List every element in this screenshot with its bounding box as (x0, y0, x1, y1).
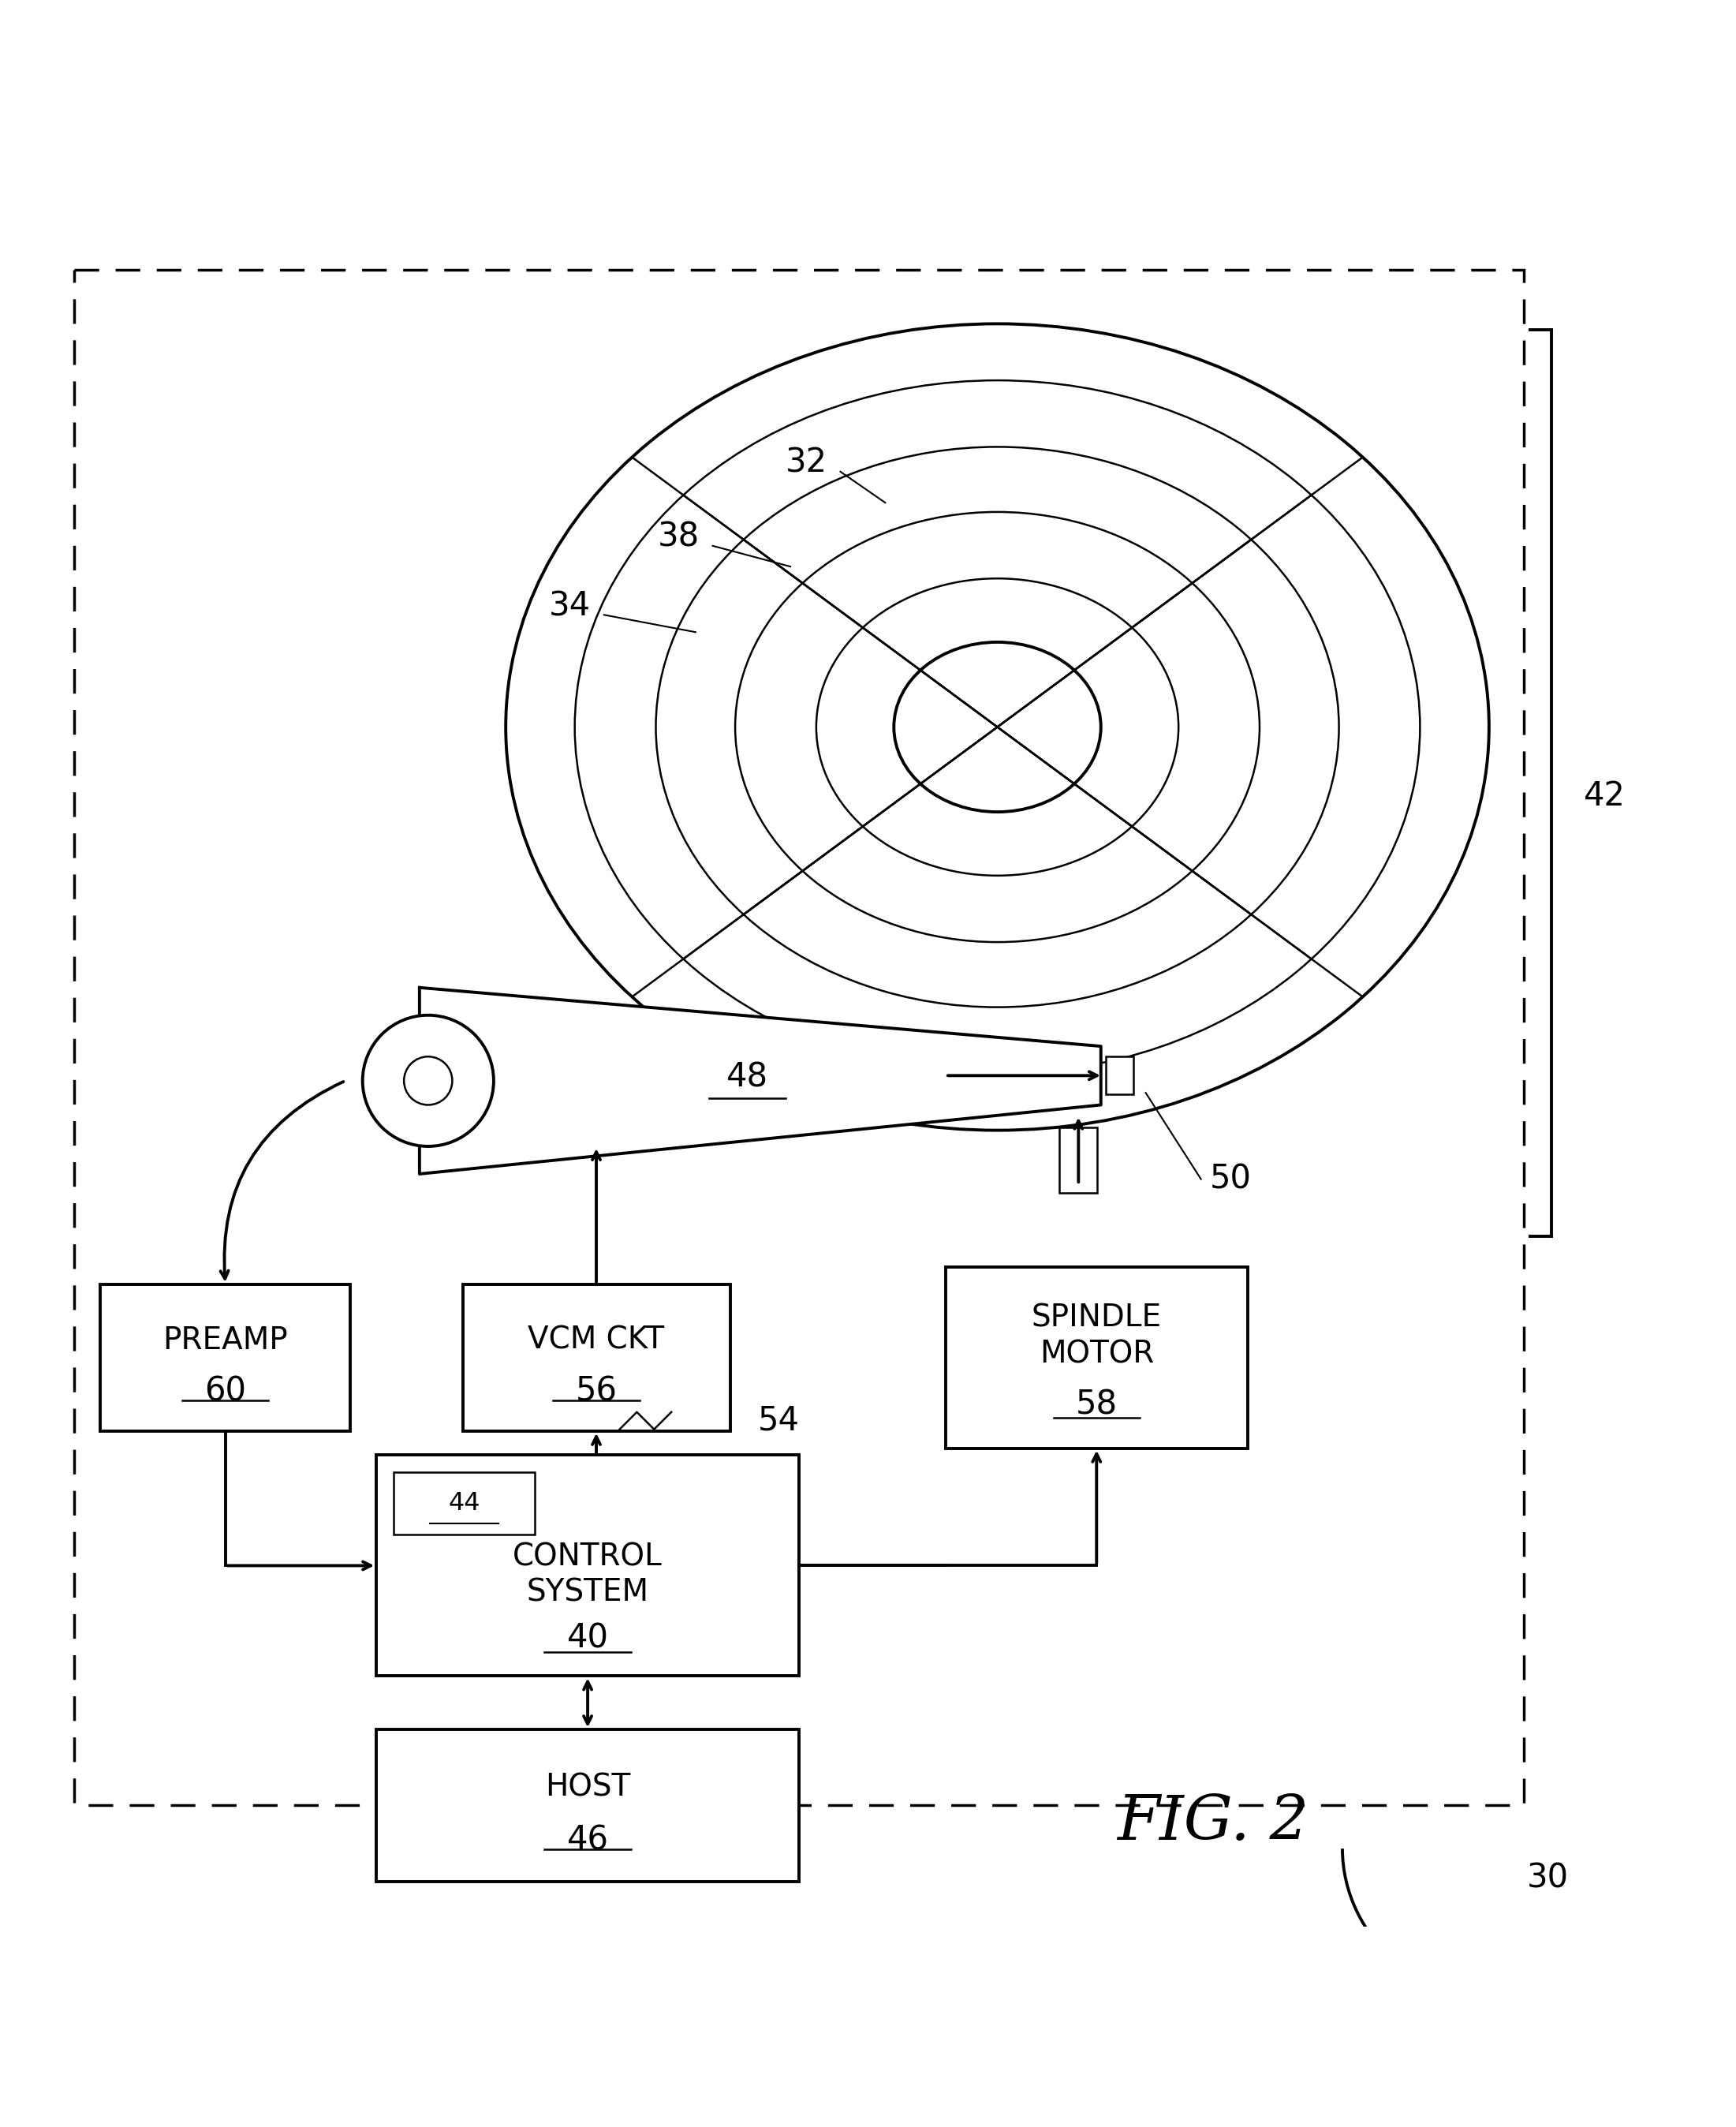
Bar (462, 1285, 731, 1431)
Text: 32: 32 (785, 447, 826, 479)
Text: VCM CKT: VCM CKT (528, 1325, 665, 1355)
Bar (1059, 1127, 1097, 1193)
Text: 48: 48 (726, 1061, 769, 1093)
Text: 58: 58 (1076, 1389, 1118, 1421)
Text: 30: 30 (1528, 1861, 1569, 1895)
Text: CONTROL: CONTROL (512, 1542, 663, 1572)
Text: 40: 40 (566, 1623, 609, 1655)
Polygon shape (420, 987, 1101, 1174)
Text: 60: 60 (205, 1374, 247, 1408)
Text: FIG. 2: FIG. 2 (1118, 1793, 1309, 1853)
Text: PREAMP: PREAMP (163, 1325, 288, 1355)
Text: 44: 44 (448, 1491, 481, 1517)
Bar (946, 1268, 1248, 1448)
Bar (75, 270, 1524, 1806)
Text: 56: 56 (575, 1374, 618, 1408)
Text: 34: 34 (549, 589, 590, 623)
Bar (394, 1472, 535, 1534)
Text: 46: 46 (566, 1823, 609, 1857)
Bar (377, 1729, 799, 1882)
Bar (377, 1455, 799, 1676)
Text: 50: 50 (1210, 1163, 1252, 1195)
Bar (1106, 1057, 1134, 1095)
Circle shape (404, 1057, 453, 1104)
Circle shape (363, 1015, 493, 1146)
Text: 54: 54 (757, 1404, 799, 1438)
Text: MOTOR: MOTOR (1040, 1340, 1154, 1370)
Text: SPINDLE: SPINDLE (1031, 1304, 1161, 1334)
Text: 42: 42 (1583, 778, 1625, 813)
Text: SYSTEM: SYSTEM (526, 1576, 649, 1608)
Bar (101, 1285, 351, 1431)
Text: 38: 38 (658, 521, 700, 553)
Text: HOST: HOST (545, 1772, 630, 1802)
